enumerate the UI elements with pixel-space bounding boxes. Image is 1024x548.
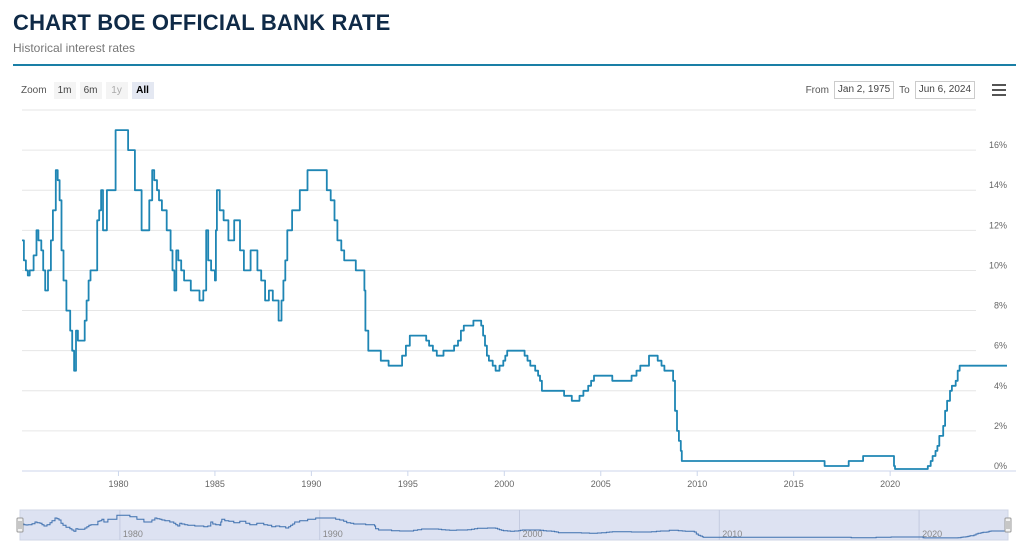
x-tick-label: 2015 (784, 479, 804, 489)
from-label: From (805, 84, 829, 96)
header-divider (13, 64, 1016, 66)
navigator-tick-label: 2010 (722, 529, 742, 539)
to-label: To (899, 84, 910, 96)
from-date-input[interactable]: Jan 2, 1975 (833, 81, 895, 99)
x-tick-label: 2005 (591, 479, 611, 489)
y-tick-label: 2% (994, 421, 1007, 431)
navigator-tick-label: 1990 (323, 529, 343, 539)
y-tick-label: 14% (989, 180, 1007, 190)
x-tick-label: 1985 (205, 479, 225, 489)
zoom-all-button[interactable]: All (131, 82, 154, 99)
y-tick-label: 10% (989, 260, 1007, 270)
zoom-label: Zoom (21, 85, 47, 96)
x-tick-label: 1995 (398, 479, 418, 489)
navigator-right-handle[interactable] (1004, 517, 1012, 533)
navigator-tick-label: 2020 (922, 529, 942, 539)
chart-subtitle: Historical interest rates (13, 41, 136, 55)
y-tick-label: 16% (989, 140, 1007, 150)
hamburger-menu-icon[interactable] (992, 84, 1006, 96)
zoom-6m-button[interactable]: 6m (79, 82, 102, 99)
y-tick-label: 0% (994, 461, 1007, 471)
chart-title: CHART BOE OFFICIAL BANK RATE (13, 10, 391, 35)
x-tick-label: 1980 (108, 479, 128, 489)
x-tick-label: 1990 (301, 479, 321, 489)
navigator-series-line (20, 514, 1008, 539)
y-tick-label: 8% (994, 301, 1007, 311)
navigator-window[interactable] (19, 509, 1009, 541)
navigator-tick-label: 2000 (522, 529, 542, 539)
zoom-1m-button[interactable]: 1m (53, 82, 76, 99)
y-tick-label: 6% (994, 341, 1007, 351)
x-tick-label: 2000 (494, 479, 514, 489)
zoom-controls: Zoom 1m 6m 1y All (21, 82, 154, 99)
y-tick-label: 4% (994, 381, 1007, 391)
x-tick-label: 2010 (687, 479, 707, 489)
zoom-1y-button[interactable]: 1y (105, 82, 128, 99)
x-tick-label: 2020 (880, 479, 900, 489)
navigator-tick-label: 1980 (123, 529, 143, 539)
bank-rate-line (22, 129, 1007, 470)
date-range-selector: From Jan 2, 1975 To Jun 6, 2024 (806, 81, 975, 99)
y-tick-label: 12% (989, 220, 1007, 230)
to-date-input[interactable]: Jun 6, 2024 (914, 81, 975, 99)
navigator-left-handle[interactable] (16, 517, 24, 533)
